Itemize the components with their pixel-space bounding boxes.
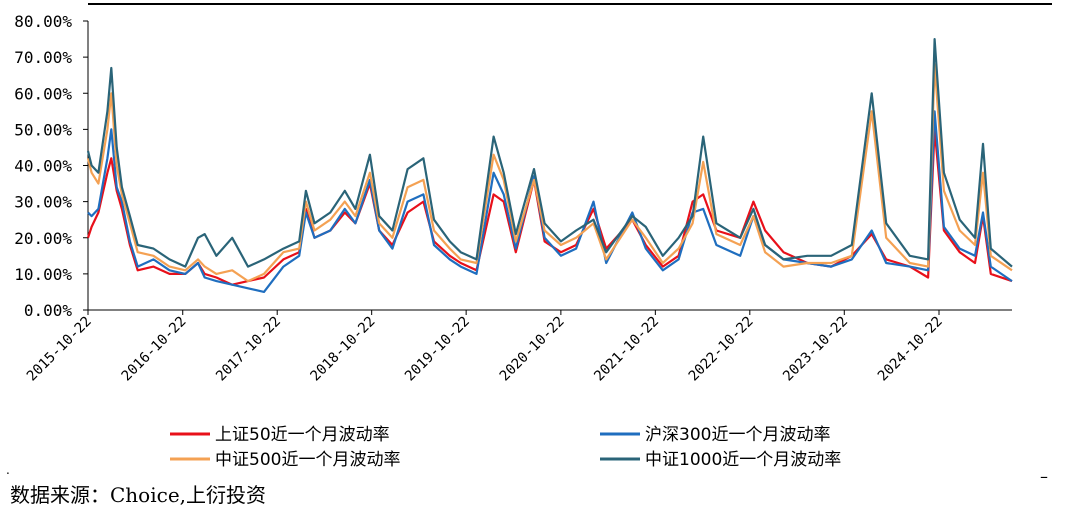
y-tick-label: 80.00%	[14, 12, 72, 31]
source-note: 数据来源：Choice,上衍投资	[10, 483, 266, 507]
legend-label: 中证1000近一个月波动率	[645, 450, 841, 470]
y-tick-label: 60.00%	[14, 84, 72, 103]
x-tick-label: 2024-10-22	[875, 314, 946, 385]
y-tick-label: 40.00%	[14, 157, 72, 176]
x-tick-label: 2016-10-22	[119, 314, 190, 385]
legend-label: 上证50近一个月波动率	[215, 425, 390, 445]
plot-lines	[86, 38, 1013, 293]
x-tick-label: 2023-10-22	[780, 314, 851, 385]
y-tick-label: 70.00%	[14, 48, 72, 67]
y-axis: 0.00% 10.00% 20.00% 30.00% 40.00% 50.00% 60.00…	[14, 12, 89, 320]
x-tick-label: 2022-10-22	[686, 314, 757, 385]
x-tick-label: 2019-10-22	[402, 314, 473, 385]
y-tick-label: 50.00%	[14, 120, 72, 139]
x-tick-label: 2020-10-22	[497, 314, 568, 385]
y-tick-label: 10.00%	[14, 265, 72, 284]
y-tick-label: 30.00%	[14, 193, 72, 212]
corner-dot: .	[6, 463, 10, 477]
y-tick-label: 20.00%	[14, 229, 72, 248]
legend-label: 中证500近一个月波动率	[215, 450, 400, 470]
series-line	[86, 128, 1013, 286]
x-tick-label: 2021-10-22	[591, 314, 662, 385]
legend-label: 沪深300近一个月波动率	[645, 425, 830, 445]
series-line	[87, 110, 1013, 293]
y-tick-label: 0.00%	[24, 301, 73, 320]
series-line	[86, 63, 1013, 283]
corner-dash: –	[1040, 467, 1048, 486]
series-line	[86, 38, 1013, 268]
x-tick-label: 2017-10-22	[213, 314, 284, 385]
x-tick-label: 2018-10-22	[308, 314, 379, 385]
x-tick-label: 2015-10-22	[24, 314, 95, 385]
x-axis: 2015-10-22 2016-10-22 2017-10-22 2018-10-22…	[24, 309, 1012, 385]
